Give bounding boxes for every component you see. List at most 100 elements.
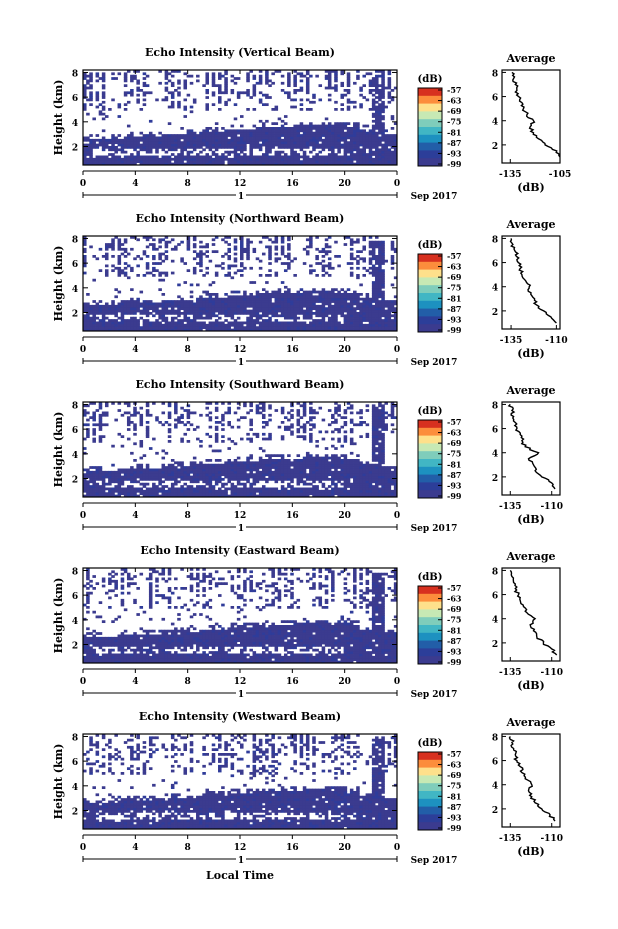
heatmap-cell — [283, 115, 288, 118]
heatmap-cell — [271, 470, 275, 474]
heatmap-cell — [349, 143, 354, 147]
heatmap-cell — [98, 138, 103, 142]
heatmap-cell — [192, 155, 197, 159]
heatmap-cell — [117, 262, 122, 265]
heatmap-cell — [161, 293, 166, 296]
heatmap-cell — [155, 494, 159, 498]
heatmap-cell — [384, 153, 388, 156]
heatmap-cell — [290, 316, 294, 320]
heatmap-cell — [243, 473, 247, 477]
heatmap-cell — [120, 413, 125, 417]
heatmap-cell — [356, 157, 360, 161]
heatmap-cell — [196, 307, 200, 311]
heatmap-cell — [117, 409, 122, 412]
heatmap-cell — [249, 489, 253, 493]
heatmap-cell — [375, 276, 379, 280]
heatmap-cell — [196, 466, 200, 469]
heatmap-cell — [290, 307, 294, 311]
heatmap-cell — [252, 300, 257, 303]
heatmap-cell — [356, 136, 360, 140]
heatmap-cell — [283, 492, 288, 496]
heatmap-cell — [101, 328, 106, 332]
heatmap-cell — [375, 136, 379, 140]
heatmap-cell — [274, 326, 279, 330]
heatmap-cell — [359, 141, 363, 145]
heatmap-cell — [86, 309, 90, 313]
heatmap-cell — [170, 138, 175, 142]
heatmap-cell — [362, 236, 366, 239]
heatmap-cell — [293, 309, 297, 313]
heatmap-cell — [170, 475, 175, 479]
heatmap-cell — [280, 307, 285, 311]
heatmap-cell — [331, 162, 335, 166]
heatmap-cell — [145, 155, 150, 159]
heatmap-cell — [371, 89, 376, 92]
heatmap-cell — [177, 153, 181, 156]
heatmap-cell — [243, 485, 247, 488]
heatmap-cell — [277, 129, 282, 133]
heatmap-cell — [362, 162, 366, 166]
heatmap-cell — [230, 461, 235, 465]
heatmap-cell — [130, 136, 134, 140]
heatmap-cell — [89, 148, 93, 152]
heatmap-cell — [236, 321, 241, 325]
heatmap-cell — [321, 157, 326, 161]
heatmap-cell — [83, 86, 87, 90]
heatmap-cell — [136, 297, 140, 301]
heatmap-cell — [343, 236, 348, 239]
heatmap-cell — [167, 416, 172, 420]
heatmap-cell — [280, 326, 285, 330]
heatmap-cell — [83, 84, 87, 88]
heatmap-cell — [309, 236, 313, 239]
heatmap-cell — [274, 304, 279, 308]
heatmap-cell — [327, 309, 332, 313]
heatmap-cell — [139, 257, 144, 261]
heatmap-cell — [258, 100, 263, 104]
heatmap-cell — [158, 131, 162, 135]
heatmap-cell — [384, 138, 388, 142]
heatmap-cell — [296, 304, 301, 308]
heatmap-cell — [133, 428, 137, 431]
heatmap-cell — [161, 463, 166, 467]
heatmap-cell — [315, 155, 319, 159]
heatmap-cell — [287, 155, 291, 159]
panel-title: Echo Intensity (Vertical Beam) — [145, 46, 335, 59]
heatmap-cell — [205, 155, 209, 159]
heatmap-cell — [381, 300, 385, 303]
heatmap-cell — [324, 328, 329, 332]
heatmap-cell — [299, 459, 304, 462]
heatmap-cell — [196, 314, 200, 318]
heatmap-cell — [208, 134, 213, 137]
heatmap-cell — [283, 307, 288, 311]
heatmap-cell — [142, 492, 147, 496]
heatmap-cell — [145, 271, 150, 275]
heatmap-cell — [133, 406, 137, 410]
heatmap-cell — [161, 146, 166, 149]
heatmap-cell — [230, 494, 235, 498]
heatmap-cell — [108, 475, 112, 479]
heatmap-cell — [117, 480, 122, 484]
heatmap-cell — [378, 162, 382, 166]
heatmap-cell — [174, 468, 178, 472]
heatmap-cell — [227, 475, 231, 479]
heatmap-cell — [337, 297, 341, 301]
heatmap-cell — [280, 494, 285, 498]
heatmap-cell — [268, 473, 272, 477]
heatmap-cell — [130, 468, 134, 472]
x-tick-label: 12 — [234, 179, 247, 189]
heatmap-cell — [142, 252, 147, 256]
heatmap-cell — [296, 131, 301, 135]
heatmap-cell — [177, 489, 181, 493]
heatmap-cell — [337, 309, 341, 313]
heatmap-cell — [177, 138, 181, 142]
heatmap-cell — [261, 494, 266, 498]
heatmap-cell — [299, 295, 304, 299]
heatmap-cell — [271, 492, 275, 496]
heatmap-cell — [240, 124, 244, 128]
heatmap-cell — [136, 70, 140, 73]
y-tick-label: 2 — [72, 143, 78, 153]
heatmap-cell — [283, 312, 288, 315]
heatmap-cell — [114, 162, 118, 166]
heatmap-cell — [246, 323, 250, 327]
heatmap-cell — [265, 136, 269, 140]
